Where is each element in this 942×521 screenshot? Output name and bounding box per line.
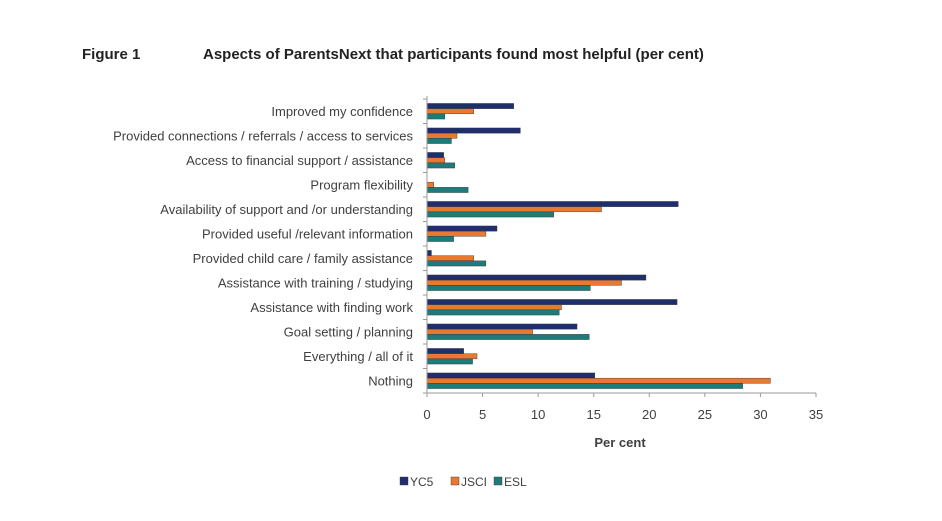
bar-esl-1 <box>426 138 452 144</box>
x-tick-label: 5 <box>479 407 486 422</box>
bar-jsci-3 <box>426 181 434 188</box>
category-label: Assistance with training / studying <box>218 275 413 290</box>
bar-jsci-11 <box>426 377 771 384</box>
legend: YC5 JSCI ESL <box>399 475 527 489</box>
bar-jsci-4 <box>426 206 602 213</box>
bar-esl-11 <box>426 383 743 389</box>
bar-esl-9 <box>426 334 590 340</box>
category-label: Provided connections / referrals / acces… <box>113 128 413 143</box>
figure-label: Figure 1 <box>82 46 141 63</box>
category-label: Improved my confidence <box>271 104 413 119</box>
bar-esl-3 <box>426 187 469 193</box>
legend-swatch-yc5 <box>399 476 409 486</box>
bar-esl-10 <box>426 358 473 365</box>
bars-group <box>426 103 771 389</box>
x-axis-title: Per cent <box>594 435 646 450</box>
bar-jsci-8 <box>426 304 562 311</box>
category-label: Availability of support and /or understa… <box>160 202 413 217</box>
legend-swatch-jsci <box>450 476 460 486</box>
tick-labels: 0 5 10 15 20 25 30 35 <box>423 407 823 422</box>
legend-label-yc5: YC5 <box>410 475 434 489</box>
legend-label-jsci: JSCI <box>461 475 487 489</box>
category-label: Goal setting / planning <box>284 324 413 339</box>
category-label: Assistance with finding work <box>250 300 413 315</box>
category-label: Program flexibility <box>310 177 413 192</box>
bar-jsci-0 <box>426 108 474 115</box>
axes-group <box>423 96 817 397</box>
bar-esl-4 <box>426 211 554 218</box>
x-tick-label: 20 <box>642 407 656 422</box>
bar-jsci-2 <box>426 157 445 164</box>
legend-swatch-esl <box>493 476 503 486</box>
bar-jsci-5 <box>426 230 487 237</box>
bar-yc5-0 <box>426 103 514 109</box>
bar-esl-0 <box>426 113 445 120</box>
bar-esl-5 <box>426 236 454 242</box>
category-label: Access to financial support / assistance <box>186 153 413 168</box>
x-tick-label: 10 <box>531 407 545 422</box>
bar-esl-8 <box>426 309 560 316</box>
bar-yc5-4 <box>426 201 679 207</box>
bar-yc5-11 <box>426 372 596 379</box>
bar-yc5-8 <box>426 299 678 305</box>
figure-title: Aspects of ParentsNext that participants… <box>203 46 704 63</box>
category-labels: Improved my confidence Provided connectio… <box>113 104 413 389</box>
x-tick-label: 35 <box>809 407 823 422</box>
x-tick-label: 15 <box>586 407 600 422</box>
x-tick-label: 0 <box>423 407 430 422</box>
category-label: Provided child care / family assistance <box>193 251 413 266</box>
bar-esl-2 <box>426 162 455 169</box>
bar-esl-6 <box>426 260 487 267</box>
bar-yc5-7 <box>426 274 647 281</box>
bar-esl-7 <box>426 285 591 291</box>
bar-yc5-1 <box>426 127 521 134</box>
bar-jsci-1 <box>426 132 458 139</box>
category-label: Provided useful /relevant information <box>202 226 413 241</box>
bar-jsci-9 <box>426 328 533 335</box>
x-tick-label: 25 <box>698 407 712 422</box>
legend-label-esl: ESL <box>504 475 527 489</box>
bar-jsci-7 <box>426 279 622 286</box>
bar-yc5-10 <box>426 348 464 354</box>
bar-yc5-9 <box>426 323 578 330</box>
bar-jsci-6 <box>426 255 474 262</box>
bar-yc5-5 <box>426 225 498 232</box>
category-label: Nothing <box>368 373 413 388</box>
x-tick-label: 30 <box>753 407 767 422</box>
bar-yc5-2 <box>426 152 444 158</box>
bar-yc5-6 <box>426 250 432 256</box>
category-label: Everything / all of it <box>303 349 413 364</box>
bar-jsci-10 <box>426 353 478 360</box>
